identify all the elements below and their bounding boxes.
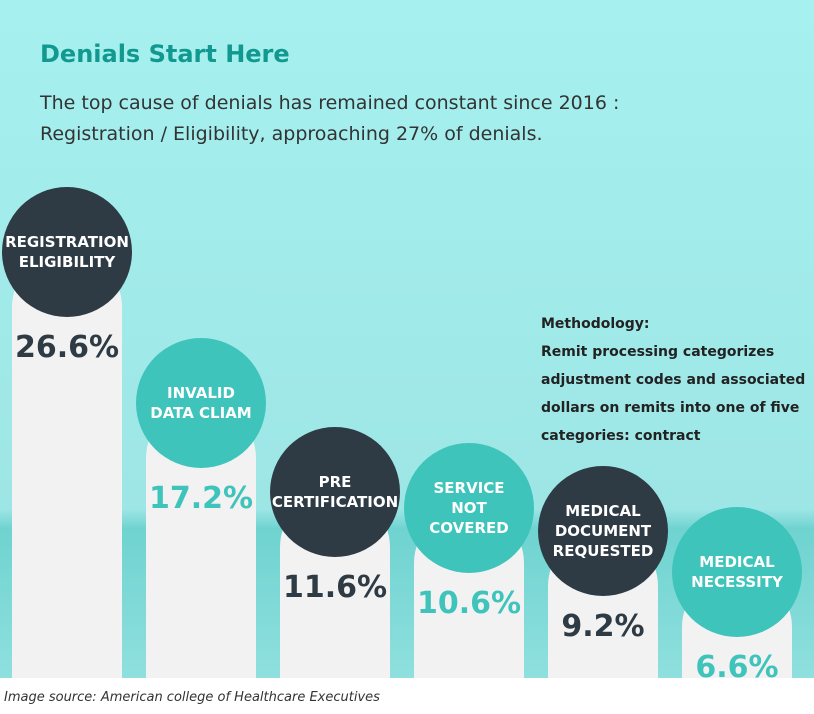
source-caption: Image source: American college of Health…	[4, 690, 380, 705]
category-label: INVALID DATA CLIAM	[136, 337, 266, 468]
subtitle: The top cause of denials has remained co…	[40, 92, 620, 145]
chart-title: Denials Start Here	[40, 40, 290, 68]
bar	[12, 252, 122, 678]
value-label: 9.2%	[561, 608, 645, 644]
value-label: 10.6%	[416, 586, 522, 622]
chart: Denials Start Here The top cause of deni…	[0, 0, 814, 678]
annotation: Methodology: Remit processing categorize…	[541, 310, 814, 450]
category-label: REGISTRATION ELIGIBILITY	[2, 187, 132, 318]
value-label: 17.2%	[148, 480, 254, 516]
category-label: MEDICAL DOCUMENT REQUESTED	[538, 465, 668, 596]
category-label: PRE CERTIFICATION	[270, 427, 400, 558]
value-label: 26.6%	[14, 330, 120, 366]
annotation-heading: Methodology:	[541, 316, 650, 332]
value-label: 6.6%	[695, 650, 779, 678]
category-label: SERVICE NOT COVERED	[404, 443, 534, 574]
value-label: 11.6%	[282, 570, 388, 606]
annotation-text: Remit processing categorizes adjustment …	[541, 344, 806, 444]
category-label: MEDICAL NECESSITY	[672, 507, 802, 638]
